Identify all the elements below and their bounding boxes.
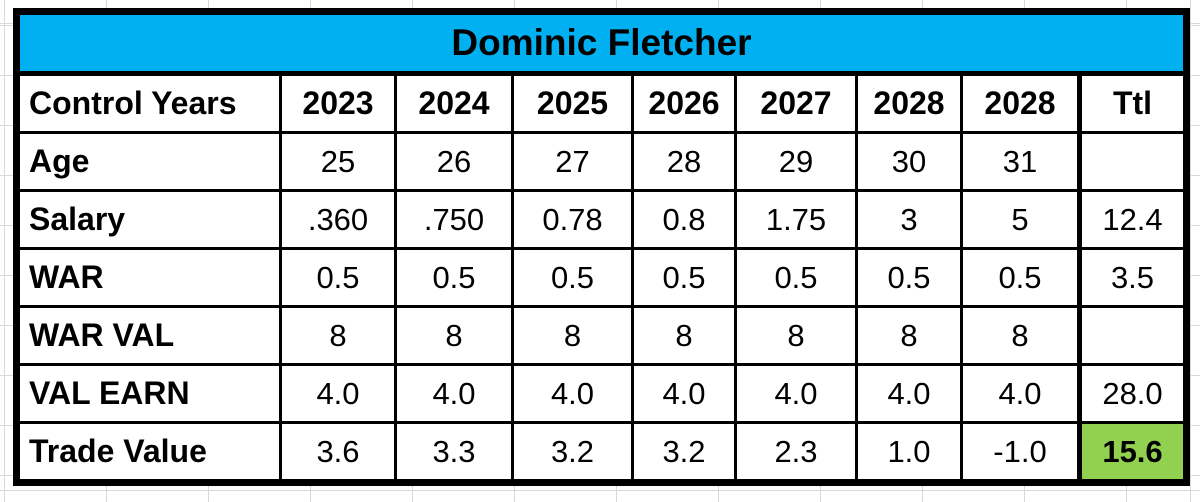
value-cell[interactable]: 8 xyxy=(511,305,634,366)
value-cell[interactable]: 0.5 xyxy=(855,247,963,308)
value-cell[interactable]: 0.5 xyxy=(631,247,737,308)
title-row: Dominic Fletcher xyxy=(17,12,1186,76)
row-label-cell[interactable]: WAR VAL xyxy=(17,305,282,366)
value-cell[interactable]: 2.3 xyxy=(734,421,858,482)
value-cell[interactable]: 4.0 xyxy=(734,363,858,424)
row-label-cell[interactable]: Age xyxy=(17,131,282,192)
value-cell[interactable]: 12.4 xyxy=(1077,189,1186,250)
table-row: Age 25 26 27 28 29 30 31 xyxy=(17,131,1186,192)
value-cell[interactable]: 28.0 xyxy=(1077,363,1186,424)
value-cell[interactable]: 4.0 xyxy=(855,363,963,424)
value-cell[interactable]: 31 xyxy=(960,131,1081,192)
value-cell[interactable]: -1.0 xyxy=(960,421,1081,482)
row-label-cell[interactable]: VAL EARN xyxy=(17,363,282,424)
value-cell[interactable]: 28 xyxy=(631,131,737,192)
player-value-grid: Dominic Fletcher Control Years 2023 2024 20… xyxy=(17,12,1186,482)
row-label-cell[interactable]: Salary xyxy=(17,189,282,250)
value-cell[interactable]: 0.5 xyxy=(279,247,397,308)
value-cell[interactable]: 5 xyxy=(960,189,1081,250)
value-cell[interactable]: 8 xyxy=(394,305,514,366)
value-cell[interactable] xyxy=(1077,305,1186,366)
value-cell[interactable]: 3 xyxy=(855,189,963,250)
value-cell[interactable]: 4.0 xyxy=(394,363,514,424)
value-cell[interactable]: 3.2 xyxy=(511,421,634,482)
value-cell[interactable]: 1.0 xyxy=(855,421,963,482)
header-cell-year[interactable]: 2028 xyxy=(960,72,1081,134)
value-cell[interactable]: 25 xyxy=(279,131,397,192)
player-value-table: Dominic Fletcher Control Years 2023 2024 20… xyxy=(13,8,1190,486)
value-cell[interactable]: 0.5 xyxy=(734,247,858,308)
value-cell[interactable]: 1.75 xyxy=(734,189,858,250)
value-cell[interactable]: 4.0 xyxy=(631,363,737,424)
table-row: Salary .360.750 0.78 0.8 1.75 3 5 12.4 xyxy=(17,189,1186,250)
value-cell[interactable]: 27 xyxy=(511,131,634,192)
table-row: WAR VAL 8 8 8 8 8 8 8 xyxy=(17,305,1186,366)
row-label-cell[interactable]: WAR xyxy=(17,247,282,308)
value-cell[interactable]: 0.78 xyxy=(511,189,634,250)
header-label-cell[interactable]: Control Years xyxy=(17,72,282,134)
table-row: Trade Value 3.6 3.3 3.2 3.2 2.3 1.0 -1.0 15.6 xyxy=(17,421,1186,482)
value-cell[interactable]: 8 xyxy=(631,305,737,366)
value-cell[interactable]: 30 xyxy=(855,131,963,192)
header-cell-ttl[interactable]: Ttl xyxy=(1077,72,1186,134)
value-cell[interactable]: 8 xyxy=(960,305,1081,366)
header-row: Control Years 2023 2024 2025 2026 2027 2028 202… xyxy=(17,72,1186,134)
total-highlight-cell[interactable]: 15.6 xyxy=(1077,421,1186,482)
value-cell[interactable]: 0.5 xyxy=(960,247,1081,308)
value-cell[interactable]: 8 xyxy=(734,305,858,366)
value-cell[interactable] xyxy=(1077,131,1186,192)
value-cell[interactable]: 26 xyxy=(394,131,514,192)
header-cell-year[interactable]: 2023 xyxy=(279,72,397,134)
value-cell[interactable]: 0.5 xyxy=(511,247,634,308)
value-cell[interactable]: 29 xyxy=(734,131,858,192)
value-cell[interactable]: 4.0 xyxy=(960,363,1081,424)
header-cell-year[interactable]: 2027 xyxy=(734,72,858,134)
value-cell[interactable]: 4.0 xyxy=(279,363,397,424)
value-cell[interactable]: 4.0 xyxy=(511,363,634,424)
value-cell[interactable]: 3.5 xyxy=(1077,247,1186,308)
player-table-body: Control Years 2023 2024 2025 2026 2027 2028 202… xyxy=(17,72,1186,482)
header-cell-year[interactable]: 2025 xyxy=(511,72,634,134)
value-cell[interactable]: 3.6 xyxy=(279,421,397,482)
value-cell[interactable]: .750 xyxy=(394,189,514,250)
value-cell[interactable]: .360 xyxy=(279,189,397,250)
player-name-title[interactable]: Dominic Fletcher xyxy=(17,12,1186,76)
value-cell[interactable]: 3.3 xyxy=(394,421,514,482)
value-cell[interactable]: 8 xyxy=(855,305,963,366)
header-cell-year[interactable]: 2026 xyxy=(631,72,737,134)
value-cell[interactable]: 0.8 xyxy=(631,189,737,250)
header-cell-year[interactable]: 2024 xyxy=(394,72,514,134)
spreadsheet-gridline-bottom xyxy=(0,490,1200,491)
spreadsheet-gridline-right xyxy=(1190,0,1191,502)
value-cell[interactable]: 0.5 xyxy=(394,247,514,308)
table-row: VAL EARN 4.0 4.0 4.0 4.0 4.0 4.0 4.0 28.0 xyxy=(17,363,1186,424)
row-label-cell[interactable]: Trade Value xyxy=(17,421,282,482)
table-row: WAR 0.5 0.5 0.5 0.5 0.5 0.5 0.5 3.5 xyxy=(17,247,1186,308)
header-cell-year[interactable]: 2028 xyxy=(855,72,963,134)
value-cell[interactable]: 3.2 xyxy=(631,421,737,482)
value-cell[interactable]: 8 xyxy=(279,305,397,366)
